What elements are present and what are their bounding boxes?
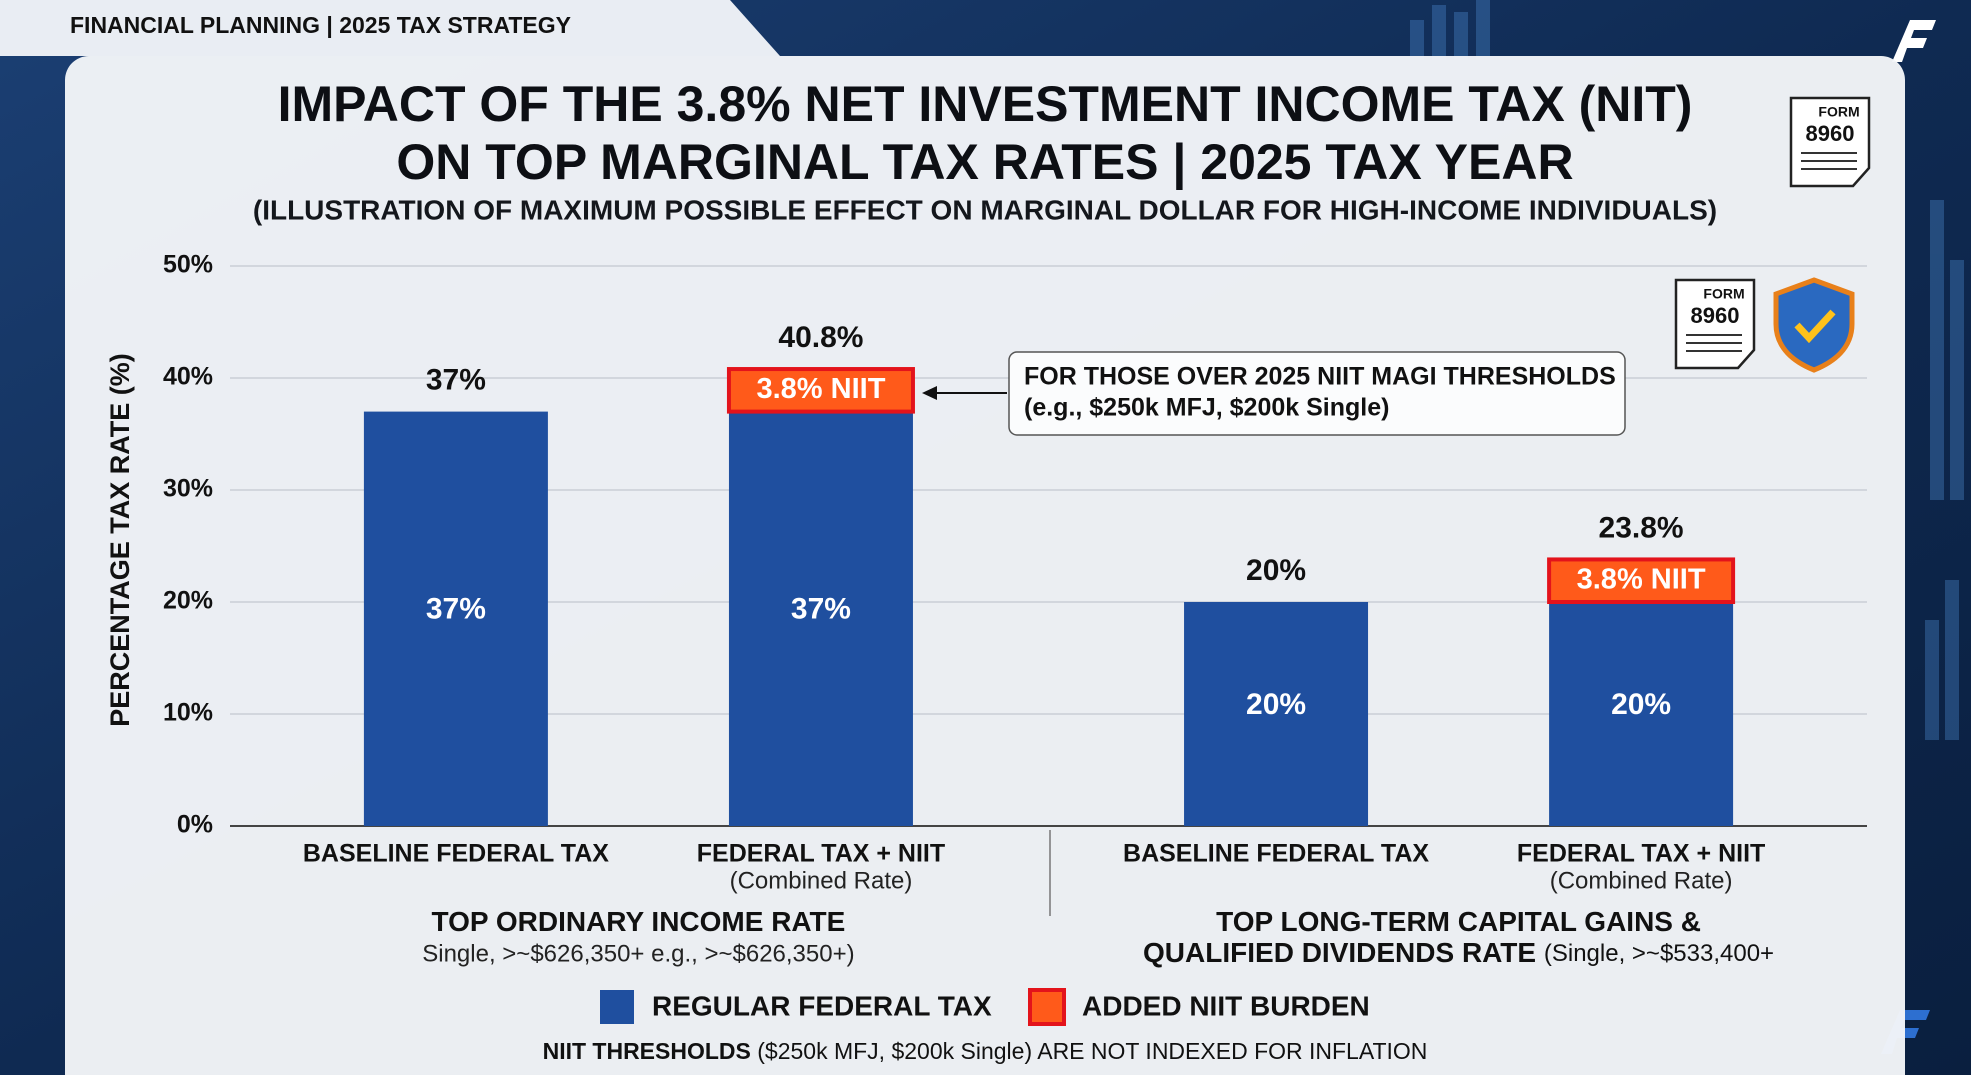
y-axis-label: PERCENTAGE TAX RATE (%) (105, 353, 135, 727)
y-tick-label: 50% (163, 251, 213, 279)
bar-value-label: 37% (426, 593, 486, 626)
footnote-text: ($250k MFJ, $200k Single) ARE NOT INDEXE… (757, 1038, 1427, 1064)
group-title: QUALIFIED DIVIDENDS RATE (Single, >~$533… (1143, 937, 1774, 968)
group-title-text: QUALIFIED DIVIDENDS RATE (1143, 937, 1536, 968)
group-title: TOP ORDINARY INCOME RATE (432, 906, 846, 937)
y-tick-label: 40% (163, 363, 213, 391)
x-tick-note: (Combined Rate) (730, 867, 913, 894)
y-tick-label: 0% (177, 811, 213, 839)
niit-label: 3.8% NIIT (1577, 563, 1706, 595)
bar-value-label: 20% (1611, 688, 1671, 721)
form-icon-number: 8960 (1691, 303, 1740, 328)
bar (1184, 602, 1369, 826)
x-tick-label: FEDERAL TAX + NIIT (1517, 840, 1765, 868)
bar (728, 411, 913, 826)
bar (363, 411, 548, 826)
shield-icon (1773, 277, 1855, 373)
chart-title: ON TOP MARGINAL TAX RATES | 2025 TAX YEA… (396, 134, 1573, 191)
header: FINANCIAL PLANNING | 2025 TAX STRATEGY (70, 12, 571, 38)
footnote: NIIT THRESHOLDS ($250k MFJ, $200k Single… (543, 1038, 1428, 1064)
bar-value-label: 37% (791, 593, 851, 626)
x-tick-label: BASELINE FEDERAL TAX (1123, 840, 1429, 868)
background-bars (1410, 0, 1964, 740)
form-icon-label: FORM (1818, 104, 1859, 120)
niit-label: 3.8% NIIT (756, 373, 885, 405)
group-note: Single, >~$626,350+ e.g., >~$626,350+) (422, 940, 854, 967)
y-tick-label: 30% (163, 475, 213, 503)
group-title: TOP LONG-TERM CAPITAL GAINS & (1216, 906, 1701, 937)
annotation-arrowhead (922, 386, 937, 400)
form-icon (1674, 278, 1756, 370)
header-band (0, 0, 780, 56)
form-icon (1789, 96, 1871, 188)
x-tick-label: BASELINE FEDERAL TAX (303, 840, 609, 868)
annotation-text: (e.g., $250k MFJ, $200k Single) (1024, 394, 1389, 422)
total-label: 40.8% (778, 321, 863, 354)
chart-title: IMPACT OF THE 3.8% NET INVESTMENT INCOME… (278, 76, 1693, 132)
total-label: 20% (1246, 554, 1306, 587)
total-label: 23.8% (1599, 511, 1684, 544)
footnote-bold: NIIT THRESHOLDS (543, 1038, 751, 1064)
niit-segment (1547, 557, 1736, 605)
x-tick-label: FEDERAL TAX + NIIT (697, 840, 945, 868)
logo (1892, 20, 1936, 62)
y-tick-label: 20% (163, 587, 213, 615)
annotation-text: FOR THOSE OVER 2025 NIIT MAGI THRESHOLDS (1024, 363, 1616, 391)
form-icon-number: 8960 (1806, 121, 1855, 146)
group-title-text: TOP ORDINARY INCOME RATE (432, 906, 846, 937)
chart-subtitle: (ILLUSTRATION OF MAXIMUM POSSIBLE EFFECT… (253, 194, 1717, 225)
x-tick-note: (Combined Rate) (1550, 867, 1733, 894)
total-label: 37% (426, 364, 486, 397)
legend-label: REGULAR FEDERAL TAX (652, 990, 992, 1021)
legend-swatch (600, 990, 634, 1024)
y-tick-label: 10% (163, 699, 213, 727)
group-title-text: TOP LONG-TERM CAPITAL GAINS & (1216, 906, 1701, 937)
bar-value-label: 20% (1246, 688, 1306, 721)
legend-label: ADDED NIIT BURDEN (1082, 990, 1370, 1021)
group-note: (Single, >~$533,400+ (1544, 940, 1774, 967)
annotation-box (1008, 351, 1626, 436)
niit-segment (726, 367, 915, 414)
form-icon-label: FORM (1703, 286, 1744, 302)
legend-swatch (1028, 988, 1066, 1026)
bar (1549, 602, 1734, 826)
shield-check (1794, 309, 1836, 344)
